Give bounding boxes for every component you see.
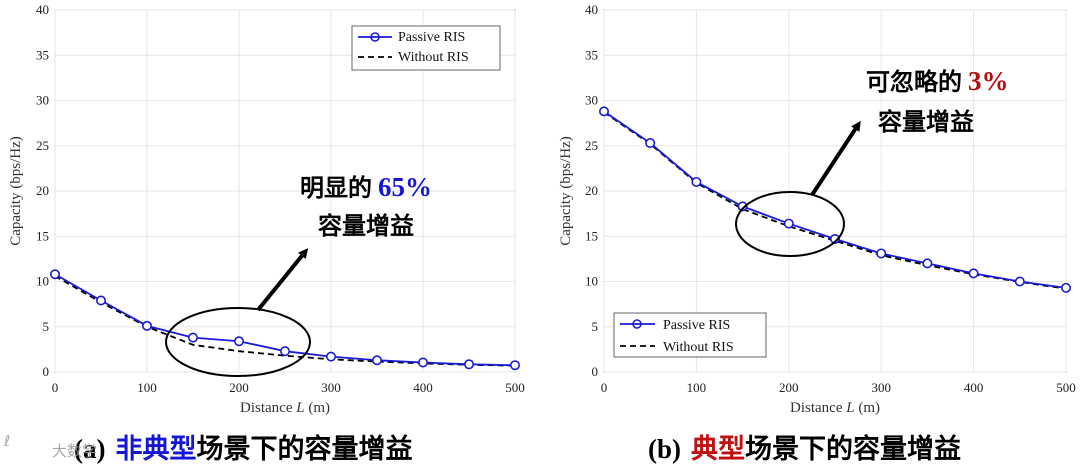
legend-passive-ris: Passive RIS bbox=[398, 30, 465, 45]
data-point-passive-ris-b bbox=[968, 268, 979, 279]
data-point-passive-ris-a bbox=[325, 351, 336, 362]
data-point-passive-ris-a bbox=[49, 269, 60, 280]
y-tick-label: 30 bbox=[585, 93, 598, 108]
panel-a-x-ticks: 0 100 200 300 400 500 bbox=[52, 380, 525, 395]
x-tick-label: 100 bbox=[137, 380, 157, 395]
y-tick-label: 35 bbox=[36, 47, 49, 62]
legend-without-ris: Without RIS bbox=[398, 50, 469, 65]
data-point-passive-ris-a bbox=[188, 332, 199, 343]
x-tick-label: 0 bbox=[52, 380, 59, 395]
annotation-text-b: 可忽略的 3% bbox=[866, 66, 1009, 96]
annotation-text-a: 明显的 65% bbox=[300, 172, 432, 202]
panel-b-chart: 0 5 10 15 20 25 30 35 40 0 100 200 300 400 500 Distan… bbox=[558, 2, 1076, 416]
x-tick-label: 100 bbox=[687, 380, 707, 395]
data-point-passive-ris-b bbox=[1014, 276, 1025, 287]
highlight-ellipse-b bbox=[735, 191, 845, 257]
data-point-passive-ris-b bbox=[1061, 282, 1072, 293]
y-tick-label: 15 bbox=[585, 228, 598, 243]
highlight-ellipse bbox=[165, 307, 311, 377]
panel-a-xlabel: Distance L (m) bbox=[240, 400, 330, 416]
data-point-passive-ris-b bbox=[876, 248, 887, 259]
panel-a-y-ticks: 0 5 10 15 20 25 30 35 40 bbox=[36, 2, 49, 379]
annotation-text-b-2: 容量增益 bbox=[878, 108, 974, 136]
data-point-passive-ris-a bbox=[279, 346, 290, 357]
data-point-passive-ris-b bbox=[645, 138, 656, 149]
watermark: ℓ 大数学 bbox=[3, 432, 97, 460]
y-tick-label: 40 bbox=[585, 2, 598, 17]
panel-b-series bbox=[598, 106, 1072, 293]
data-point-passive-ris-b bbox=[783, 218, 794, 229]
y-tick-label: 25 bbox=[36, 138, 49, 153]
panel-b-ylabel: Capacity (bps/Hz) bbox=[558, 136, 574, 246]
legend-without-ris-b: Without RIS bbox=[663, 340, 734, 355]
x-tick-label: 400 bbox=[964, 380, 984, 395]
panel-b-x-ticks: 0 100 200 300 400 500 bbox=[601, 380, 1076, 395]
data-point-passive-ris-b bbox=[691, 176, 702, 187]
panel-a-chart: 0 5 10 15 20 25 30 35 40 0 100 200 300 400 500 Distan… bbox=[8, 2, 525, 416]
x-tick-label: 200 bbox=[229, 380, 249, 395]
watermark-logo-icon: ℓ bbox=[3, 432, 10, 450]
y-tick-label: 10 bbox=[36, 274, 49, 289]
caption-b: (b) 典型场景下的容量增益 bbox=[648, 433, 961, 465]
x-tick-label: 0 bbox=[601, 380, 608, 395]
x-tick-label: 300 bbox=[321, 380, 341, 395]
y-tick-label: 15 bbox=[36, 228, 49, 243]
y-tick-label: 0 bbox=[43, 364, 50, 379]
annotation-text-a-2: 容量增益 bbox=[318, 212, 414, 240]
y-tick-label: 40 bbox=[36, 2, 49, 17]
panel-b-xlabel: Distance L (m) bbox=[790, 400, 880, 416]
x-tick-label: 400 bbox=[413, 380, 433, 395]
data-point-passive-ris-b bbox=[598, 106, 609, 117]
y-tick-label: 25 bbox=[585, 138, 598, 153]
y-tick-label: 20 bbox=[36, 183, 49, 198]
data-point-passive-ris-b bbox=[922, 258, 933, 269]
legend-passive-ris-b: Passive RIS bbox=[663, 318, 730, 333]
x-tick-label: 300 bbox=[871, 380, 891, 395]
panel-b-grid bbox=[603, 9, 1067, 373]
data-point-passive-ris-a bbox=[509, 360, 520, 371]
data-point-passive-ris-a bbox=[463, 359, 474, 370]
legend-marker-passive bbox=[370, 32, 380, 42]
watermark-text: 大数学 bbox=[52, 442, 97, 460]
x-tick-label: 500 bbox=[505, 380, 525, 395]
annotation-arrow bbox=[256, 248, 309, 312]
panel-a-legend: Passive RIS Without RIS bbox=[351, 25, 501, 71]
x-tick-label: 200 bbox=[779, 380, 799, 395]
y-tick-label: 10 bbox=[585, 274, 598, 289]
panel-b-y-ticks: 0 5 10 15 20 25 30 35 40 bbox=[585, 2, 598, 379]
x-tick-label: 500 bbox=[1056, 380, 1076, 395]
data-point-passive-ris-a bbox=[142, 320, 153, 331]
panel-a-ylabel: Capacity (bps/Hz) bbox=[8, 136, 24, 246]
annotation-arrow-b bbox=[810, 120, 861, 197]
data-point-passive-ris-b bbox=[737, 201, 748, 212]
data-point-passive-ris-a bbox=[371, 355, 382, 366]
legend-marker-passive-b bbox=[632, 319, 642, 329]
y-tick-label: 30 bbox=[36, 93, 49, 108]
data-point-passive-ris-a bbox=[234, 336, 245, 347]
panel-a-series bbox=[49, 269, 520, 371]
y-tick-label: 20 bbox=[585, 183, 598, 198]
data-point-passive-ris-a bbox=[96, 295, 107, 306]
panel-b-legend: Passive RIS Without RIS bbox=[613, 312, 767, 358]
y-tick-label: 0 bbox=[592, 364, 599, 379]
y-tick-label: 5 bbox=[592, 319, 599, 334]
y-tick-label: 5 bbox=[43, 319, 50, 334]
caption-a: (a) 非典型场景下的容量增益 bbox=[74, 433, 412, 465]
data-point-passive-ris-a bbox=[417, 357, 428, 368]
y-tick-label: 35 bbox=[585, 47, 598, 62]
